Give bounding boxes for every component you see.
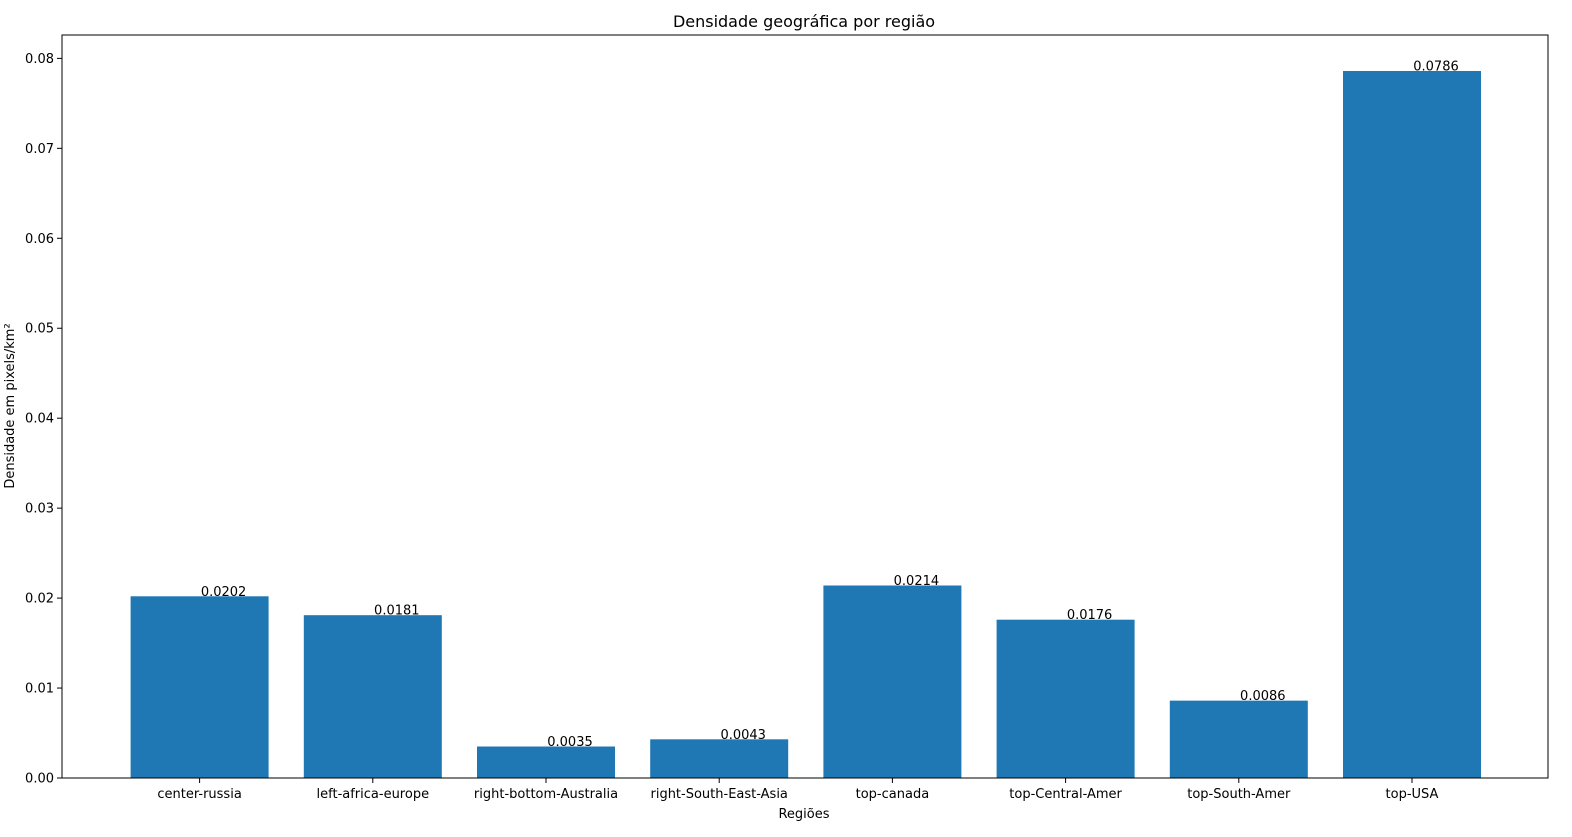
chart-title: Densidade geográfica por região: [673, 12, 935, 31]
y-tick-label: 0.00: [25, 772, 54, 787]
value-label: 0.0786: [1413, 59, 1459, 74]
bar-top-south-amer: [1169, 700, 1308, 778]
y-tick-label: 0.01: [25, 682, 54, 697]
bar-right-bottom-australia: [477, 746, 615, 778]
y-tick-label: 0.04: [25, 412, 54, 427]
x-tick-label: top-South-Amer: [1187, 787, 1291, 802]
bar-right-south-east-asia: [650, 739, 789, 778]
y-tick-label: 0.03: [25, 502, 54, 517]
y-tick-label: 0.02: [25, 592, 54, 607]
x-tick-label: right-bottom-Australia: [474, 787, 618, 802]
y-tick-label: 0.08: [25, 52, 54, 67]
bar-top-canada: [823, 585, 962, 778]
bars-layer: [130, 70, 1481, 778]
x-tick-label: top-canada: [856, 787, 930, 802]
value-label: 0.0181: [374, 604, 420, 619]
value-label: 0.0214: [894, 574, 940, 589]
value-labels-layer: 0.0202 0.0181 0.0035 0.0043 0.0214 0.0176 0.00…: [201, 59, 1459, 750]
x-tick-label: left-africa-europe: [317, 787, 430, 802]
value-label: 0.0176: [1067, 608, 1113, 623]
y-tick-label: 0.06: [25, 232, 54, 247]
value-label: 0.0202: [201, 585, 247, 600]
bar-top-central-amer: [996, 619, 1135, 778]
value-label: 0.0086: [1240, 689, 1286, 704]
bar-top-usa: [1343, 70, 1481, 778]
x-axis-label: Regiões: [778, 807, 829, 822]
y-tick-label: 0.07: [25, 142, 54, 157]
x-tick-label: center-russia: [157, 787, 241, 802]
plot-frame: [61, 34, 1549, 779]
bar-center-russia: [130, 596, 269, 778]
y-tick-label: 0.05: [25, 322, 54, 337]
x-tick-label: top-USA: [1386, 787, 1439, 802]
x-tick-label: top-Central-Amer: [1009, 787, 1122, 802]
y-axis-label: Densidade em pixels/km²: [3, 323, 18, 488]
x-tick-label: right-South-East-Asia: [650, 787, 787, 802]
value-label: 0.0035: [547, 735, 593, 750]
value-label: 0.0043: [720, 728, 766, 743]
ticks-layer: 0.00 0.01 0.02 0.03 0.04 0.05 0.06 0.07 0.08 cent…: [25, 52, 1439, 802]
bar-left-africa-europe: [303, 615, 442, 778]
